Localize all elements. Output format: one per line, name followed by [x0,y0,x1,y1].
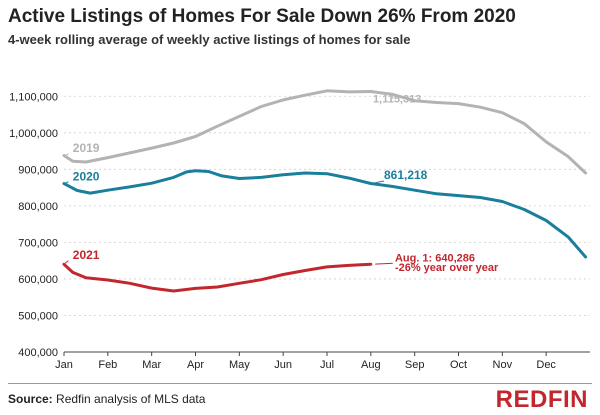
annotation-leader [372,180,385,184]
annotation-a2021: 2021 [73,248,100,262]
series-lines [62,89,588,293]
series-line-2020 [62,169,588,259]
y-axis-ticks: 400,000 500,000 600,000 700,000 800,000 900,0… [9,91,58,359]
x-tick-label: Aug [361,359,381,371]
source-label: Source: [8,392,53,406]
line-chart: 400,000 500,000 600,000 700,000 800,000 900,0… [9,89,590,371]
x-tick-label: Oct [450,359,467,371]
grid-lines [64,95,590,353]
annotation-aAug1: Aug. 1: 640,286 [395,252,475,264]
annotation-aYoY: -26% year over year [395,262,499,274]
x-tick-label: Dec [536,359,556,371]
footer-divider [8,383,592,384]
source-note: Source: Redfin analysis of MLS data [8,392,205,406]
x-tick-label: Mar [142,359,161,371]
annotation-a2020: 2020 [73,169,100,183]
x-tick-label: Sep [405,359,425,371]
annotations: 2019 2020 2021 1,115,313 861,218 Aug. 1: 640,… [64,93,499,274]
annotation-leader [64,260,69,264]
y-tick-label: 400,000 [18,347,58,359]
y-tick-label: 600,000 [18,274,58,286]
redfin-logo: REDFIN [495,386,588,413]
x-tick-label: Jul [320,359,334,371]
annotation-leader [375,262,393,265]
annotation-leader [65,181,69,184]
x-tick-label: Jan [55,359,73,371]
annotation-a2020val: 861,218 [384,168,428,182]
annotation-leader [65,153,69,157]
y-tick-label: 1,000,000 [9,128,58,140]
y-tick-label: 500,000 [18,310,58,322]
annotation-aPeak: 1,115,313 [373,93,421,105]
x-tick-label: Jun [274,359,292,371]
annotation-a2019: 2019 [73,141,100,155]
y-tick-label: 1,100,000 [9,91,58,103]
chart-title: Active Listings of Homes For Sale Down 2… [8,6,516,27]
y-tick-label: 800,000 [18,201,58,213]
y-tick-label: 900,000 [18,164,58,176]
chart-subtitle: 4-week rolling average of weekly active … [8,32,411,47]
series-line-2021 [62,262,373,293]
x-tick-label: Nov [493,359,513,371]
x-tick-label: Feb [98,359,117,371]
x-tick-label: May [229,359,250,371]
x-tick-label: Apr [187,359,204,371]
x-axis-ticks: Jan Feb Mar Apr May Jun Jul Aug Sep Oct Nov Dec [55,352,556,371]
source-text: Redfin analysis of MLS data [52,392,206,406]
series-line-2019 [62,89,588,175]
y-tick-label: 700,000 [18,237,58,249]
